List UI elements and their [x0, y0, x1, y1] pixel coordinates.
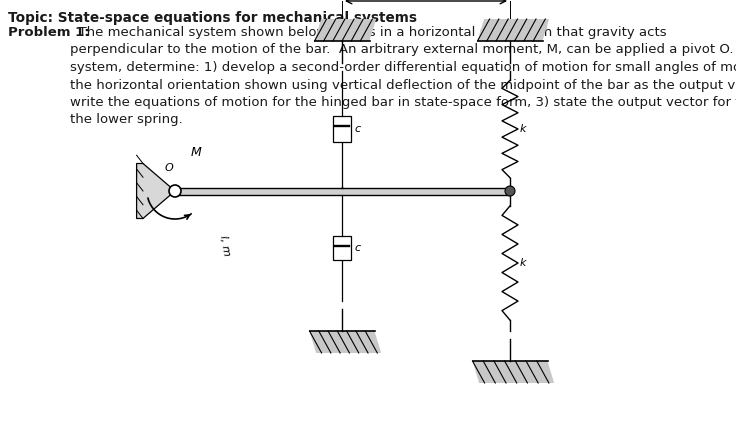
- Text: c: c: [354, 124, 360, 134]
- Text: O: O: [165, 163, 174, 173]
- FancyBboxPatch shape: [175, 187, 510, 195]
- Circle shape: [505, 186, 515, 196]
- Polygon shape: [478, 19, 549, 41]
- Text: c: c: [354, 243, 360, 253]
- FancyBboxPatch shape: [333, 236, 351, 260]
- Circle shape: [169, 185, 181, 197]
- Text: Problem 1:: Problem 1:: [8, 26, 90, 39]
- Text: l, m: l, m: [219, 235, 232, 257]
- Polygon shape: [137, 163, 175, 218]
- Text: k: k: [520, 124, 526, 134]
- Text: M: M: [191, 146, 202, 159]
- Text: The mechanical system shown below moves in a horizontal plane such that gravity : The mechanical system shown below moves …: [70, 26, 736, 126]
- Polygon shape: [314, 19, 376, 41]
- Polygon shape: [473, 361, 554, 383]
- FancyBboxPatch shape: [333, 116, 351, 142]
- Polygon shape: [310, 331, 381, 353]
- Text: Topic: State-space equations for mechanical systems: Topic: State-space equations for mechani…: [8, 11, 417, 25]
- Text: k: k: [520, 258, 526, 268]
